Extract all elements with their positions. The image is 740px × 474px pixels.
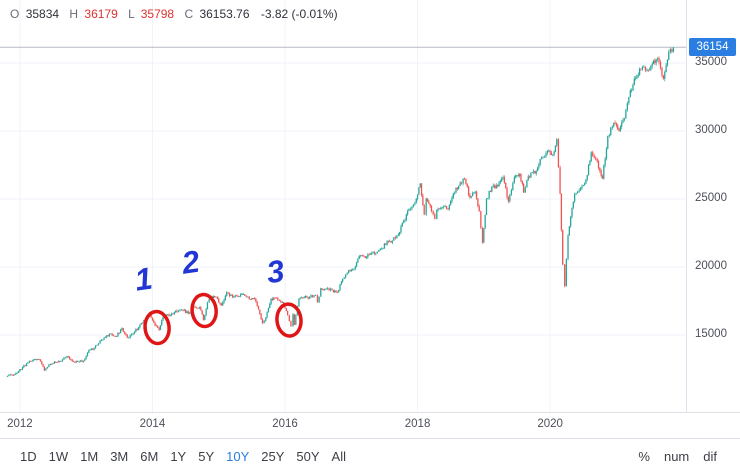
price-axis-label: 25000 [695, 192, 727, 204]
time-axis[interactable]: 2012 2014 2016 2018 2020 [0, 412, 740, 438]
price-axis-label: 15000 [695, 328, 727, 340]
annotation-number-1: 1 [133, 261, 155, 298]
range-button-3m[interactable]: 3M [110, 449, 129, 464]
range-button-all[interactable]: All [331, 449, 346, 464]
close-label: C [184, 7, 194, 21]
scale-percent-button[interactable]: % [638, 449, 650, 464]
high-value: 36179 [84, 7, 118, 21]
time-axis-label: 2018 [404, 418, 431, 430]
scale-button-group: % num dif [631, 449, 740, 464]
close-value: 36153.76 [199, 7, 250, 21]
range-button-1y[interactable]: 1Y [170, 449, 187, 464]
scale-num-button[interactable]: num [663, 449, 690, 464]
time-axis-label: 2016 [272, 418, 298, 430]
candlestick-series [6, 47, 675, 377]
price-axis[interactable]: 36154 35000 30000 25000 20000 15000 [686, 0, 740, 438]
range-button-6m[interactable]: 6M [140, 449, 159, 464]
range-button-50y[interactable]: 50Y [296, 449, 320, 464]
price-axis-label: 35000 [695, 56, 727, 68]
scale-dif-button[interactable]: dif [703, 449, 717, 464]
range-button-1w[interactable]: 1W [48, 449, 69, 464]
annotation-circle-2 [190, 292, 218, 329]
price-axis-label: 20000 [695, 260, 727, 272]
change-value: -3.82 (-0.01%) [260, 7, 338, 21]
low-label: L [128, 7, 135, 21]
annotation-circle-1 [143, 309, 171, 346]
time-axis-label: 2014 [139, 418, 166, 430]
time-axis-label: 2020 [537, 418, 563, 430]
range-button-10y[interactable]: 10Y [226, 449, 250, 464]
open-value: 35834 [25, 7, 60, 21]
annotation-circle-3 [275, 302, 303, 338]
range-toolbar: 1D 1W 1M 3M 6M 1Y 5Y 10Y 25Y 50Y All % n… [0, 438, 740, 474]
range-button-1m[interactable]: 1M [80, 449, 99, 464]
annotation-number-2: 2 [179, 244, 202, 281]
last-price-badge: 36154 [689, 38, 736, 57]
high-label: H [69, 7, 79, 21]
range-button-5y[interactable]: 5Y [198, 449, 215, 464]
range-button-group: 1D 1W 1M 3M 6M 1Y 5Y 10Y 25Y 50Y All [0, 449, 352, 464]
open-label: O [10, 7, 20, 21]
range-button-25y[interactable]: 25Y [261, 449, 285, 464]
time-axis-label: 2012 [7, 418, 33, 430]
range-button-1d[interactable]: 1D [20, 449, 37, 464]
low-value: 35798 [140, 7, 175, 21]
annotation-number-3: 3 [265, 253, 287, 290]
price-axis-label: 30000 [695, 124, 727, 136]
ohlc-header: O 35834 H 36179 L 35798 C 36153.76 -3.82… [10, 7, 338, 21]
